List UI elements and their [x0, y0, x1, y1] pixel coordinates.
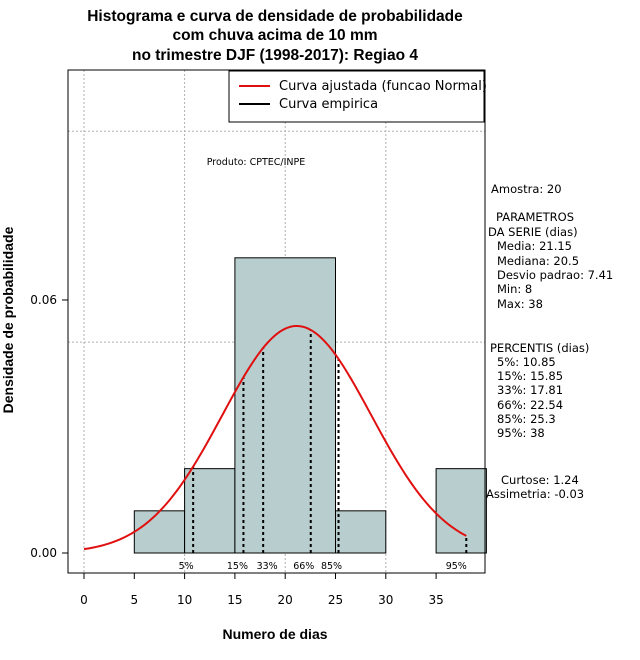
histogram-bar-1 — [184, 468, 236, 554]
y-axis-title: Densidade de probabilidade — [0, 226, 16, 413]
histogram-bar-3 — [335, 510, 387, 554]
y-tick-label-0: 0.00 — [30, 546, 57, 560]
percentil-15: 15%: 15.85 — [497, 369, 563, 383]
percentil-66: 66%: 22.54 — [497, 398, 563, 412]
y-axis: 0.00 0.06 — [30, 293, 69, 560]
histogram-bar-0 — [133, 510, 186, 554]
percentile-label-0: 5% — [179, 561, 194, 572]
x-axis-title: Numero de dias — [222, 626, 327, 642]
normal-curve — [83, 324, 467, 551]
param-desvio: Desvio padrao: 7.41 — [497, 268, 613, 282]
percentile-label-3: 66% — [293, 561, 314, 572]
legend-label-empirical: Curva empirica — [279, 97, 378, 112]
stat-curtose: Curtose: 1.24 — [501, 473, 579, 487]
x-tick-label-5: 5 — [130, 593, 138, 607]
x-tick-label-20: 20 — [278, 593, 293, 607]
param-max: Max: 38 — [497, 297, 543, 311]
percentil-95: 95%: 38 — [497, 426, 545, 440]
histogram-bars — [133, 257, 487, 554]
stat-assimetria: Assimetria: -0.03 — [486, 487, 584, 501]
chart-title-line-1: Histograma e curva de densidade de proba… — [87, 8, 463, 25]
histogram-bar-5 — [435, 468, 487, 554]
legend: Curva ajustada (funcao Normal) Curva emp… — [228, 70, 487, 123]
percentile-label-5: 95% — [446, 561, 467, 572]
x-tick-label-0: 0 — [80, 593, 88, 607]
x-tick-label-25: 25 — [328, 593, 343, 607]
percentil-85: 85%: 25.3 — [497, 412, 556, 426]
percentile-label-1: 15% — [227, 561, 248, 572]
percentile-markers: 5% 15% 33% 66% 85% 95% — [179, 329, 468, 572]
x-tick-label-30: 30 — [378, 593, 393, 607]
histogram-bar-2 — [234, 257, 336, 554]
percentil-5: 5%: 10.85 — [497, 355, 556, 369]
normal-curve-layer — [83, 324, 467, 551]
x-tick-label-35: 35 — [428, 593, 443, 607]
percentile-label-2: 33% — [257, 561, 278, 572]
x-tick-label-10: 10 — [177, 593, 192, 607]
percentil-33: 33%: 17.81 — [497, 383, 563, 397]
chart-title-line-2: com chuva acima de 10 mm — [172, 27, 377, 44]
y-tick-label-1: 0.06 — [30, 293, 57, 307]
chart-title-line-3: no trimestre DJF (1998-2017): Regiao 4 — [132, 47, 418, 64]
param-mediana: Mediana: 20.5 — [497, 254, 579, 268]
statistics-panel: Amostra: 20 PARAMETROS DA SERIE (dias) M… — [486, 182, 613, 501]
param-media: Media: 21.15 — [497, 239, 572, 253]
legend-box — [228, 70, 485, 123]
params-title-1: PARAMETROS — [496, 210, 574, 224]
param-min: Min: 8 — [497, 282, 532, 296]
percentis-title: PERCENTIS (dias) — [490, 341, 589, 355]
x-tick-label-15: 15 — [227, 593, 242, 607]
product-label: Produto: CPTEC/INPE — [207, 157, 306, 168]
stat-amostra: Amostra: 20 — [491, 182, 562, 196]
percentile-label-4: 85% — [321, 561, 342, 572]
x-axis: 0 5 10 15 20 25 30 35 — [80, 572, 444, 607]
params-title-2: DA SERIE (dias) — [488, 225, 578, 239]
legend-label-fitted: Curva ajustada (funcao Normal) — [279, 79, 487, 94]
